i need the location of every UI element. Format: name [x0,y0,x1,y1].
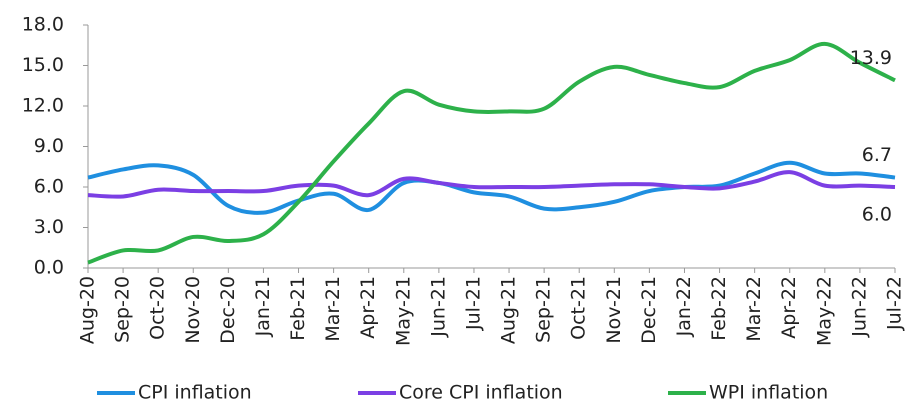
x-tick-label: Nov-20 [182,276,204,344]
x-tick-label: Jul-22 [884,276,906,331]
x-tick-label: Aug-20 [77,276,99,344]
x-tick-label: May-21 [392,276,414,346]
x-tick-label: Apr-22 [778,276,800,339]
series-line [87,170,896,199]
x-tick-label: Aug-21 [498,276,520,344]
y-tick-label: 18.0 [22,14,64,36]
data-label: 6.0 [862,204,892,226]
x-tick-label: Nov-21 [603,276,625,344]
x-tick-label: Oct-20 [147,276,169,340]
x-tick-label: Dec-20 [217,276,239,344]
x-tick-label: Mar-22 [743,276,765,342]
x-tick-label: Oct-21 [568,276,590,340]
x-tick-label: Apr-21 [357,276,379,339]
x-tick-label: Dec-21 [638,276,660,344]
series-line [87,41,896,265]
legend-label: WPI inflation [709,382,828,403]
x-tick-label: Feb-21 [287,276,309,341]
y-tick-label: 3.0 [34,216,64,238]
y-tick-label: 0.0 [34,257,64,279]
x-tick-label: Jun-22 [848,276,870,338]
x-tick-label: May-22 [813,276,835,346]
legend-label: Core CPI inflation [399,382,563,403]
x-tick-label: Jan-21 [252,276,274,337]
x-tick-label: Feb-22 [708,276,730,341]
data-label: 13.9 [850,47,892,69]
y-tick-label: 6.0 [34,176,64,198]
y-tick-label: 12.0 [22,95,64,117]
x-tick-label: Jan-22 [673,276,695,337]
x-tick-label: Jun-21 [427,276,449,338]
y-tick-label: 9.0 [34,135,64,157]
y-tick-label: 15.0 [22,54,64,76]
x-tick-label: Sep-20 [112,276,134,343]
legend-label: CPI inflation [138,382,252,403]
x-tick-label: Jul-21 [462,276,484,331]
x-tick-label: Sep-21 [533,276,555,343]
series-line [87,160,896,215]
x-tick-label: Mar-21 [322,276,344,342]
data-label: 6.7 [862,144,892,166]
